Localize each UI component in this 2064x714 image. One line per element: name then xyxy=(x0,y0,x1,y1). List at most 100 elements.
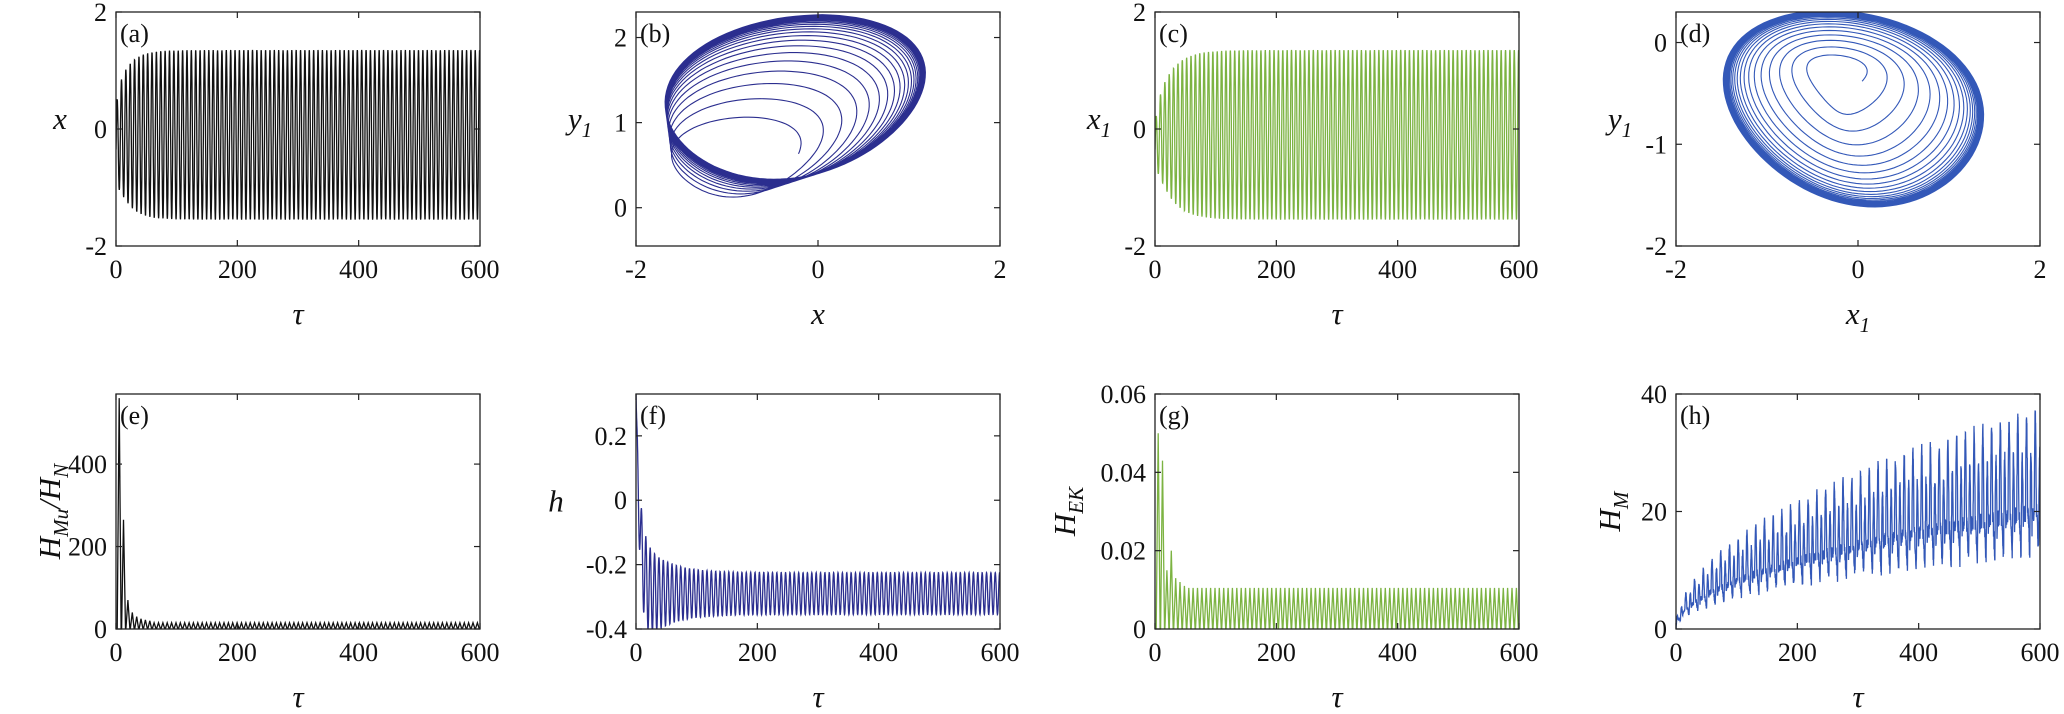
series-line-e-0 xyxy=(116,398,480,629)
panel-label: (c) xyxy=(1159,19,1188,48)
axes-frame xyxy=(1675,393,2041,630)
x-tick-label: 0 xyxy=(1852,255,1865,284)
panel-h: 0 200 400 600 0 20 40 (h) τ HM xyxy=(1592,380,2060,714)
y-axis-label: x1 xyxy=(1086,101,1111,142)
y-axis-label: h xyxy=(548,484,564,519)
x-tick-label: -2 xyxy=(1665,255,1687,284)
panel-label: (a) xyxy=(120,19,149,48)
panel-e: 0 200 400 600 0 200 400 (e) τ HMu/HN xyxy=(32,393,500,714)
series-line-f-0 xyxy=(636,394,1000,629)
axes-frame xyxy=(635,393,1001,630)
y-tick-label: 0 xyxy=(1654,29,1667,58)
y-tick-label: 0 xyxy=(614,194,627,223)
x-tick-label: 400 xyxy=(1378,255,1417,284)
y-tick-label: -0.2 xyxy=(586,551,627,580)
panel-label: (b) xyxy=(640,19,670,48)
y-tick-label: -2 xyxy=(1645,232,1667,261)
x-tick-label: 600 xyxy=(461,638,500,667)
y-tick-label: 2 xyxy=(614,24,627,53)
panel-label: (g) xyxy=(1159,401,1189,430)
x-axis-label: τ xyxy=(1331,296,1344,331)
y-tick-label: 0 xyxy=(94,115,107,144)
panel-label: (d) xyxy=(1680,19,1710,48)
series-line-b-0 xyxy=(664,14,926,198)
panel-c: 0 200 400 600-202(c)τx1 xyxy=(1086,0,1539,331)
panel-g: 0 200 400 600 0 0.02 0.04 0.06 (g) τ HEK xyxy=(1047,380,1539,714)
y-axis-label: HM xyxy=(1592,490,1633,532)
y-tick-label: -1 xyxy=(1645,130,1667,159)
x-axis-label: τ xyxy=(292,679,305,714)
x-tick-label: 400 xyxy=(1378,638,1417,667)
x-tick-label: 0 xyxy=(110,255,123,284)
x-tick-label: 0 xyxy=(110,638,123,667)
y-axis-label: y1 xyxy=(565,101,592,142)
x-tick-label: 2 xyxy=(2034,255,2047,284)
x-tick-label: 200 xyxy=(218,638,257,667)
x-tick-label: -2 xyxy=(625,255,647,284)
panel-f: 0 200 400 600 -0.4 -0.2 0 0.2 (f) τ h xyxy=(548,393,1020,714)
y-tick-label: 0 xyxy=(614,486,627,515)
series-line-a-0 xyxy=(116,49,480,220)
x-axis-label: τ xyxy=(292,296,305,331)
y-tick-label: 20 xyxy=(1641,498,1667,527)
x-tick-label: 200 xyxy=(738,638,777,667)
x-axis-label: τ xyxy=(1331,679,1344,714)
x-tick-label: 400 xyxy=(339,255,378,284)
x-tick-label: 0 xyxy=(630,638,643,667)
y-axis-label: y1 xyxy=(1605,101,1632,142)
x-tick-label: 2 xyxy=(994,255,1007,284)
axes-frame xyxy=(1675,11,2041,247)
y-tick-label: 400 xyxy=(68,450,107,479)
x-tick-label: 200 xyxy=(1257,638,1296,667)
x-tick-label: 400 xyxy=(859,638,898,667)
x-tick-label: 0 xyxy=(1670,638,1683,667)
axes-frame xyxy=(115,393,481,630)
series-line-h-0 xyxy=(1676,410,2040,629)
y-tick-label: 0 xyxy=(1133,115,1146,144)
y-tick-label: 0.04 xyxy=(1101,458,1147,487)
x-tick-label: 200 xyxy=(218,255,257,284)
x-tick-label: 600 xyxy=(981,638,1020,667)
y-tick-label: 0 xyxy=(1654,615,1667,644)
y-tick-label: 0.2 xyxy=(595,422,628,451)
y-tick-label: -2 xyxy=(1124,232,1146,261)
y-tick-label: 2 xyxy=(94,0,107,27)
x-tick-label: 200 xyxy=(1257,255,1296,284)
y-tick-label: 0.06 xyxy=(1101,380,1147,409)
y-tick-label: 40 xyxy=(1641,380,1667,409)
x-tick-label: 600 xyxy=(1500,255,1539,284)
x-tick-label: 600 xyxy=(1500,638,1539,667)
x-tick-label: 0 xyxy=(812,255,825,284)
y-tick-label: 1 xyxy=(614,109,627,138)
x-tick-label: 400 xyxy=(1899,638,1938,667)
axes-frame xyxy=(1154,393,1520,630)
panel-a: 0 200 400 600-202(a)τx xyxy=(52,0,499,331)
x-tick-label: 400 xyxy=(339,638,378,667)
y-tick-label: -0.4 xyxy=(586,615,627,644)
y-axis-label: HEK xyxy=(1047,486,1088,537)
y-tick-label: 0.02 xyxy=(1101,537,1147,566)
x-tick-label: 0 xyxy=(1149,638,1162,667)
panel-label: (e) xyxy=(120,401,149,430)
y-tick-label: 2 xyxy=(1133,0,1146,27)
y-tick-label: 0 xyxy=(1133,615,1146,644)
x-axis-label: τ xyxy=(812,679,825,714)
y-tick-label: -2 xyxy=(85,232,107,261)
series-line-c-0 xyxy=(1155,49,1519,220)
x-tick-label: 0 xyxy=(1149,255,1162,284)
x-tick-label: 600 xyxy=(2021,638,2060,667)
x-axis-label: x xyxy=(810,296,825,331)
y-tick-label: 0 xyxy=(94,615,107,644)
panel-d: -2 0 2 -2 -1 0 (d) x1 y1 xyxy=(1605,11,2047,337)
y-axis-label: HMu/HN xyxy=(32,463,73,560)
y-tick-label: 200 xyxy=(68,533,107,562)
panel-label: (h) xyxy=(1680,401,1710,430)
panel-b: -2 0 2 0 1 2 (b) x y1 xyxy=(565,11,1007,331)
series-line-g-0 xyxy=(1155,433,1519,629)
panel-label: (f) xyxy=(640,401,666,430)
series-line-d-0 xyxy=(1722,12,1985,208)
x-tick-label: 600 xyxy=(461,255,500,284)
x-axis-label: τ xyxy=(1852,679,1865,714)
x-tick-label: 200 xyxy=(1778,638,1817,667)
